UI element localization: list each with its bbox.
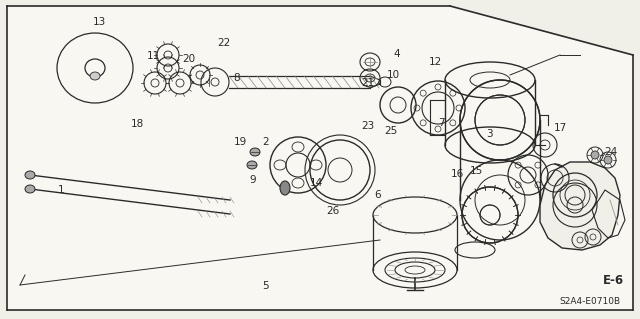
Ellipse shape [280,181,290,195]
Text: 10: 10 [387,70,400,80]
Polygon shape [7,6,633,310]
Ellipse shape [250,148,260,156]
Text: 6: 6 [374,189,381,200]
Text: 5: 5 [262,280,269,291]
Text: 21: 21 [362,78,374,88]
Text: 23: 23 [362,121,374,131]
Text: S2A4-E0710B: S2A4-E0710B [559,297,621,306]
Polygon shape [540,162,620,250]
Text: 14: 14 [310,178,323,189]
Ellipse shape [25,171,35,179]
Text: 4: 4 [394,49,400,59]
Text: 26: 26 [326,205,339,216]
Text: 17: 17 [554,122,566,133]
Text: 25: 25 [384,126,397,136]
Text: 9: 9 [250,175,256,185]
Text: 24: 24 [605,146,618,157]
Text: 19: 19 [234,137,246,147]
Ellipse shape [25,185,35,193]
Text: 15: 15 [470,166,483,176]
Text: 2: 2 [262,137,269,147]
Ellipse shape [591,151,599,159]
Text: E-6: E-6 [603,274,624,287]
Text: 7: 7 [438,118,445,128]
Ellipse shape [90,72,100,80]
Ellipse shape [460,80,540,160]
Text: 22: 22 [218,38,230,48]
Ellipse shape [247,161,257,169]
Text: 16: 16 [451,169,464,179]
Text: 3: 3 [486,129,493,139]
Text: 13: 13 [93,17,106,27]
Ellipse shape [462,187,518,243]
Text: 1: 1 [58,185,64,195]
Text: 8: 8 [234,73,240,83]
Ellipse shape [604,156,612,164]
Text: 12: 12 [429,57,442,67]
Text: 20: 20 [182,54,195,64]
Text: 11: 11 [147,51,160,61]
Text: 18: 18 [131,119,144,130]
